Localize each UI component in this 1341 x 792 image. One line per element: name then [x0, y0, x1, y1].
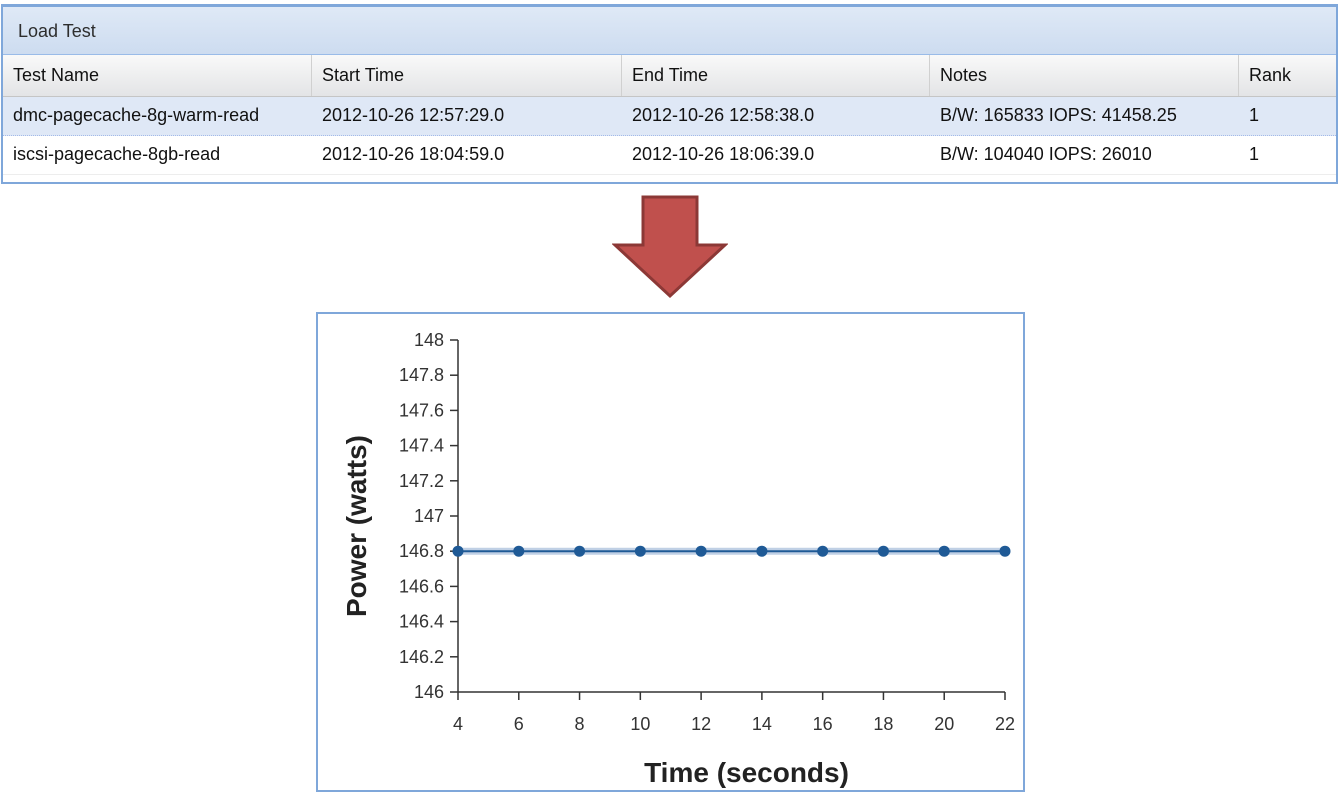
- data-point: [695, 545, 707, 557]
- end-time-cell: 2012-10-26 12:58:38.0: [632, 105, 815, 125]
- grid-header-row: Test Name Start Time End Time Notes Rank: [3, 55, 1336, 97]
- y-tick-label: 146.2: [399, 647, 444, 667]
- x-tick-label: 8: [575, 714, 585, 734]
- start-time-cell: 2012-10-26 12:57:29.0: [322, 105, 505, 125]
- load-test-grid: Load Test Test Name Start Time End Time …: [1, 4, 1338, 184]
- data-point: [999, 545, 1011, 557]
- y-tick-label: 146.4: [399, 612, 444, 632]
- y-tick-label: 147.6: [399, 400, 444, 420]
- test-name-cell: iscsi-pagecache-8gb-read: [13, 144, 221, 164]
- x-tick-label: 10: [630, 714, 650, 734]
- rank-cell: 1: [1249, 144, 1260, 164]
- grid-title: Load Test: [3, 7, 1336, 55]
- column-header-rank[interactable]: Rank: [1249, 65, 1292, 85]
- data-point: [513, 545, 525, 557]
- data-point: [574, 545, 586, 557]
- data-point: [634, 545, 646, 557]
- notes-cell: B/W: 104040 IOPS: 26010: [940, 144, 1152, 164]
- x-tick-label: 22: [995, 714, 1015, 734]
- x-axis-title: Time (seconds): [644, 757, 849, 788]
- y-tick-label: 147: [414, 506, 444, 526]
- power-chart-panel: 146 146.2 146.4 146.6 146.8 147 147.2 147.4 147.…: [316, 312, 1025, 792]
- down-arrow-icon: [612, 195, 728, 299]
- y-tick-label: 147.4: [399, 436, 444, 456]
- y-axis-title: Power (watts): [341, 435, 372, 617]
- column-header-start-time[interactable]: Start Time: [312, 55, 622, 96]
- power-chart: 146146.2146.4146.6146.8147147.2147.4147.…: [341, 330, 1015, 788]
- y-tick-label: 147.2: [399, 471, 444, 491]
- data-point: [452, 545, 464, 557]
- x-tick-label: 16: [813, 714, 833, 734]
- table-row[interactable]: dmc-pagecache-8g-warm-read 2012-10-26 12…: [3, 97, 1336, 136]
- y-tick-label: 147.8: [399, 365, 444, 385]
- x-tick-label: 18: [873, 714, 893, 734]
- x-tick-label: 4: [453, 714, 463, 734]
- column-header-end-time[interactable]: End Time: [622, 55, 930, 96]
- y-tick-label: 146.8: [399, 541, 444, 561]
- y-tick-label: 148: [414, 330, 444, 350]
- table-row[interactable]: iscsi-pagecache-8gb-read 2012-10-26 18:0…: [3, 136, 1336, 175]
- x-tick-label: 12: [691, 714, 711, 734]
- data-point: [756, 545, 768, 557]
- column-header-test-name[interactable]: Test Name: [3, 55, 312, 96]
- test-name-cell: dmc-pagecache-8g-warm-read: [13, 105, 260, 125]
- data-point: [938, 545, 950, 557]
- end-time-cell: 2012-10-26 18:06:39.0: [632, 144, 815, 164]
- x-tick-label: 6: [514, 714, 524, 734]
- column-header-notes[interactable]: Notes: [930, 55, 1239, 96]
- data-point: [817, 545, 829, 557]
- notes-cell: B/W: 165833 IOPS: 41458.25: [940, 105, 1177, 125]
- y-tick-label: 146.6: [399, 576, 444, 596]
- data-point: [877, 545, 889, 557]
- start-time-cell: 2012-10-26 18:04:59.0: [322, 144, 505, 164]
- y-tick-label: 146: [414, 682, 444, 702]
- x-tick-label: 14: [752, 714, 772, 734]
- rank-cell: 1: [1249, 105, 1260, 125]
- x-tick-label: 20: [934, 714, 954, 734]
